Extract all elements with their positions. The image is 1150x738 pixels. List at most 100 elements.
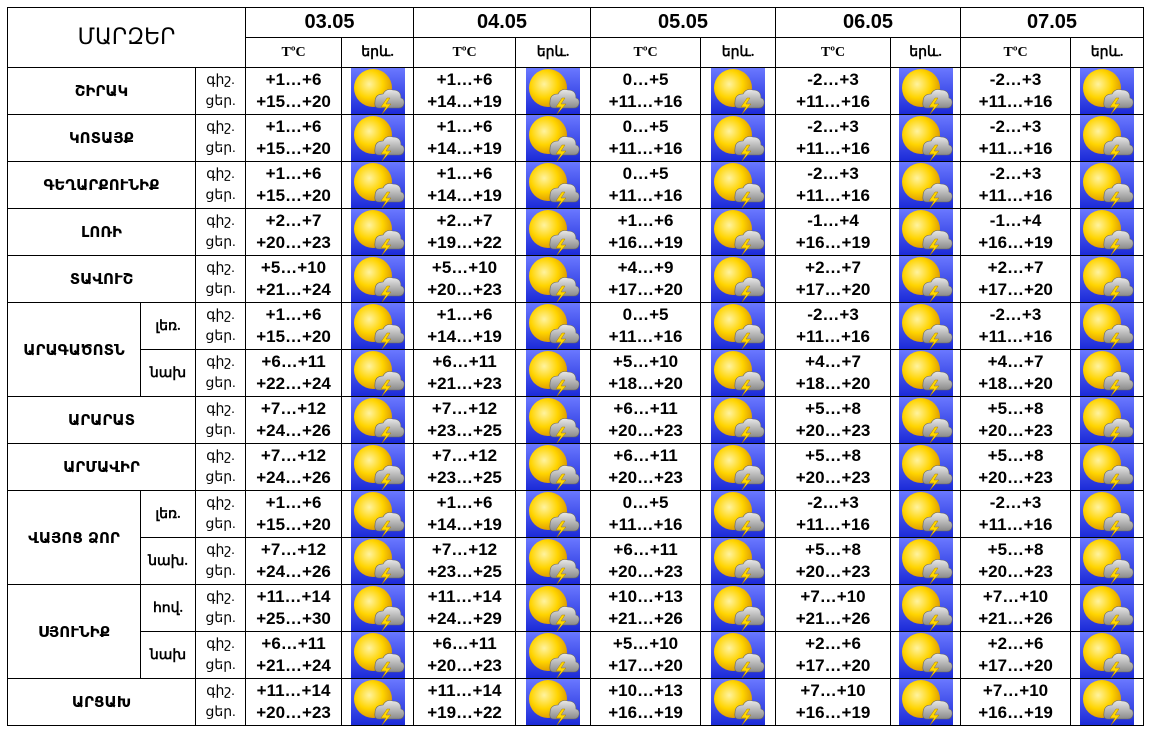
time-labels: գիշ. ցեր. <box>194 490 247 538</box>
day-label: ցեր. <box>205 470 236 485</box>
weather-icon <box>711 68 765 114</box>
time-labels: գիշ. ցեր. <box>194 67 247 115</box>
region-row: ՇԻՐԱԿ գիշ. ցեր. +1…+6 +15…+20 +1…+6 +14…+19 0…+… <box>7 67 1145 115</box>
day-temp: +23…+25 <box>427 468 502 487</box>
temp-header: TºC <box>245 37 343 68</box>
temperature-cell: +1…+6 +16…+19 <box>590 208 702 256</box>
night-temp: +2…+7 <box>805 258 861 277</box>
weather-icon-graphic <box>899 256 953 302</box>
weather-icon <box>1080 68 1134 114</box>
date-header: 06.05 <box>775 7 962 38</box>
night-temp: +5…+8 <box>805 540 861 559</box>
weather-icon-cell <box>341 302 415 350</box>
icon-header: երև. <box>700 37 777 68</box>
weather-icon-cell <box>890 114 962 162</box>
night-temp: +6…+11 <box>432 634 497 653</box>
weather-icon-cell <box>700 67 777 115</box>
temperature-cell: 0…+5 +11…+16 <box>590 67 702 115</box>
night-temp: 0…+5 <box>622 493 669 512</box>
day-temp: +17…+20 <box>795 656 871 675</box>
night-label: գիշ. <box>206 261 235 276</box>
temperature-cell: +2…+7 +20…+23 <box>245 208 343 256</box>
weather-icon <box>526 397 580 443</box>
day-temp: +24…+26 <box>256 562 331 581</box>
weather-icon-graphic <box>711 162 765 208</box>
weather-icon-graphic <box>899 397 953 443</box>
temperature-cell: 0…+5 +11…+16 <box>590 161 702 209</box>
weather-icon <box>899 585 953 631</box>
day-temp: +11…+16 <box>796 327 870 346</box>
weather-icon-cell <box>515 67 592 115</box>
night-label: գիշ. <box>206 590 235 605</box>
weather-icon-cell <box>1070 114 1145 162</box>
night-temp: +4…+7 <box>987 352 1044 371</box>
night-temp: -2…+3 <box>989 493 1042 512</box>
day-temp: +11…+16 <box>978 515 1053 534</box>
weather-icon <box>899 491 953 537</box>
weather-icon-graphic <box>711 632 765 678</box>
region-name: ՇԻՐԱԿ <box>7 67 196 115</box>
day-temp: +24…+29 <box>427 609 502 628</box>
night-temp: +6…+11 <box>261 634 326 653</box>
weather-icon <box>899 444 953 490</box>
night-temp: -1…+4 <box>807 211 859 230</box>
temperature-cell: +2…+7 +17…+20 <box>775 255 892 303</box>
temperature-cell: +6…+11 +20…+23 <box>413 631 517 679</box>
weather-icon-graphic <box>1080 679 1134 725</box>
temp-header: TºC <box>590 37 702 68</box>
date-header: 03.05 <box>245 7 415 38</box>
zone-name: լեռ. <box>140 302 196 350</box>
weather-icon-cell <box>1070 161 1145 209</box>
weather-icon-cell <box>1070 396 1145 444</box>
temperature-cell: -2…+3 +11…+16 <box>775 490 892 538</box>
weather-icon-cell <box>341 537 415 585</box>
weather-icon-cell <box>341 584 415 632</box>
weather-icon-cell <box>341 631 415 679</box>
weather-icon-cell <box>890 443 962 491</box>
temperature-cell: +5…+8 +20…+23 <box>775 537 892 585</box>
night-temp: +10…+13 <box>608 587 683 606</box>
weather-icon <box>899 209 953 255</box>
weather-icon <box>526 350 580 396</box>
day-temp: +20…+23 <box>427 280 502 299</box>
night-label: գիշ. <box>206 167 235 182</box>
temperature-cell: +2…+7 +17…+20 <box>960 255 1072 303</box>
temperature-cell: -1…+4 +16…+19 <box>960 208 1072 256</box>
night-temp: +7…+12 <box>260 399 327 418</box>
weather-icon <box>1080 491 1134 537</box>
weather-icon-graphic <box>711 68 765 114</box>
night-temp: +11…+14 <box>256 681 331 700</box>
weather-icon-graphic <box>351 68 405 114</box>
day-temp: +24…+26 <box>256 421 331 440</box>
day-temp: +11…+16 <box>796 186 870 205</box>
weather-icon-graphic <box>711 397 765 443</box>
weather-icon-graphic <box>526 162 580 208</box>
night-temp: +1…+6 <box>436 117 493 136</box>
weather-icon-graphic <box>711 350 765 396</box>
time-labels: գիշ. ցեր. <box>194 584 247 632</box>
weather-icon <box>1080 444 1134 490</box>
day-temp: +20…+23 <box>608 421 683 440</box>
temperature-cell: +5…+10 +20…+23 <box>413 255 517 303</box>
weather-icon-graphic <box>526 115 580 161</box>
weather-icon-cell <box>1070 443 1145 491</box>
night-temp: +1…+6 <box>265 164 322 183</box>
day-temp: +11…+16 <box>608 327 683 346</box>
day-temp: +20…+23 <box>795 421 871 440</box>
temperature-cell: +2…+6 +17…+20 <box>775 631 892 679</box>
weather-icon <box>351 209 405 255</box>
weather-icon <box>899 303 953 349</box>
weather-icon <box>899 68 953 114</box>
night-label: գիշ. <box>206 73 235 88</box>
weather-icon <box>351 303 405 349</box>
weather-icon-graphic <box>351 303 405 349</box>
day-temp: +23…+25 <box>427 421 502 440</box>
weather-icon-graphic <box>351 444 405 490</box>
day-temp: +21…+23 <box>427 374 502 393</box>
weather-icon <box>526 632 580 678</box>
night-temp: +2…+7 <box>987 258 1044 277</box>
temperature-cell: -2…+3 +11…+16 <box>960 490 1072 538</box>
weather-icon-graphic <box>899 162 953 208</box>
weather-icon-graphic <box>526 209 580 255</box>
temperature-cell: 0…+5 +11…+16 <box>590 114 702 162</box>
